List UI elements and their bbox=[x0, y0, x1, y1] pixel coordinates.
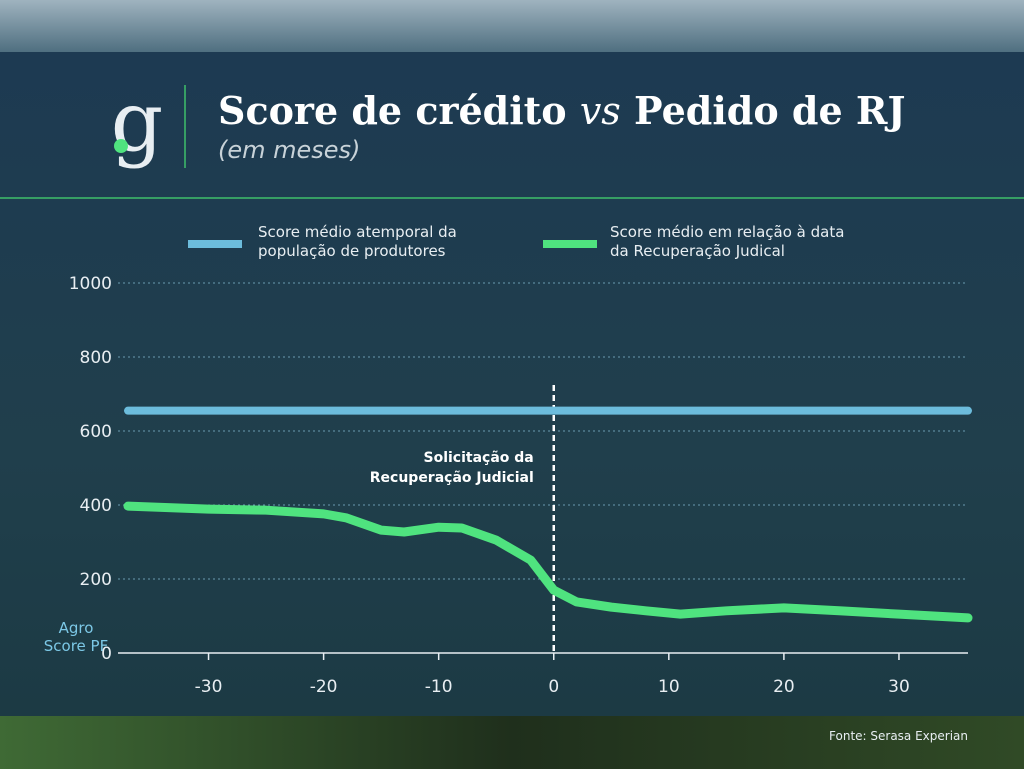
y-axis-label-line: Agro bbox=[59, 619, 94, 637]
x-tick-label: 10 bbox=[658, 677, 680, 697]
y-tick-label: 600 bbox=[80, 422, 112, 442]
x-tick-label: 30 bbox=[888, 677, 910, 697]
annotation: Solicitação da Recuperação Judicial bbox=[370, 450, 534, 486]
y-tick-label: 200 bbox=[80, 570, 112, 590]
y-tick-label: 800 bbox=[80, 348, 112, 368]
background-panel bbox=[0, 52, 1024, 716]
x-tick-label: -30 bbox=[195, 677, 223, 697]
x-tick-label: -10 bbox=[425, 677, 453, 697]
x-tick-label: 20 bbox=[773, 677, 795, 697]
y-axis-label: Agro Score PF bbox=[44, 619, 108, 655]
logo-dot bbox=[114, 139, 128, 153]
background-top bbox=[0, 0, 1024, 52]
chart-title: Score de crédito vs Pedido de RJ bbox=[218, 88, 905, 133]
chart-subtitle: (em meses) bbox=[218, 136, 360, 164]
y-tick-label: 0 bbox=[101, 644, 112, 664]
annotation-line-text: Solicitação da bbox=[424, 450, 534, 466]
legend-label: Score médio atemporal da população de pr… bbox=[258, 223, 457, 260]
x-tick-label: 0 bbox=[548, 677, 559, 697]
logo: g bbox=[111, 75, 164, 170]
y-tick-label: 1000 bbox=[69, 274, 112, 294]
annotation-line-text: Recuperação Judicial bbox=[370, 470, 534, 486]
background-bottom bbox=[0, 716, 1024, 769]
x-tick-label: -20 bbox=[310, 677, 338, 697]
legend-label: Score médio em relação à data da Recuper… bbox=[610, 223, 845, 260]
y-axis-label-line: Score PF bbox=[44, 637, 108, 655]
series-line bbox=[123, 501, 973, 623]
y-tick-label: 400 bbox=[80, 496, 112, 516]
source: Fonte: Serasa Experian bbox=[829, 729, 968, 743]
